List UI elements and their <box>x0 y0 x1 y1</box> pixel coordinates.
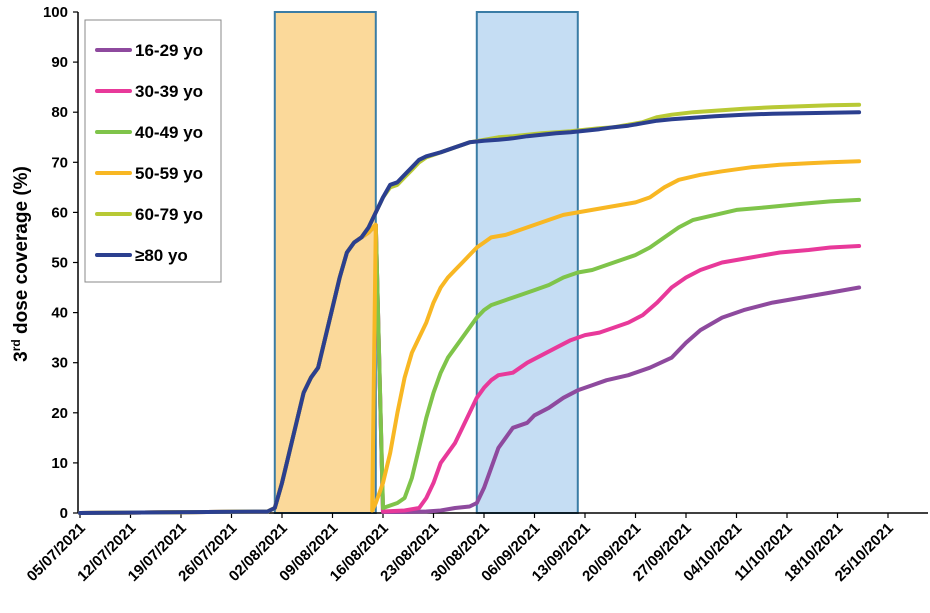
y-axis-label-sup: rd <box>9 339 23 351</box>
y-axis-label-rest: dose coverage (%) <box>11 166 32 339</box>
x-tick-labels: 05/07/202112/07/202119/07/202126/07/2021… <box>24 520 897 585</box>
y-tick-label: 70 <box>51 154 68 171</box>
y-tick-label: 0 <box>60 505 68 522</box>
legend-box <box>84 19 222 283</box>
y-tick-label: 20 <box>51 405 68 422</box>
shaded-region-1 <box>273 11 377 514</box>
legend: 16-29 yo 30-39 yo 40-49 yo 50-59 yo 60-79 yo… <box>84 19 222 283</box>
series-line-6 <box>78 110 862 515</box>
y-tick-label: 40 <box>51 305 68 322</box>
legend-label: 50-59 yo <box>135 164 203 183</box>
y-axis-label-main: 3 <box>11 351 32 362</box>
y-axis-label: 3rd dose coverage (%) <box>9 166 32 362</box>
y-tick-label: 60 <box>51 204 68 221</box>
y-tick-label: 90 <box>51 54 68 71</box>
y-tick-label: 10 <box>51 455 68 472</box>
legend-label: 16-29 yo <box>135 41 203 60</box>
y-tick-labels: 0 10 20 30 40 50 60 70 80 90 100 <box>43 4 68 522</box>
y-tick-label: 80 <box>51 104 68 121</box>
legend-label: 30-39 yo <box>135 82 203 101</box>
legend-label: 40-49 yo <box>135 123 203 142</box>
shaded-region-2 <box>475 11 579 514</box>
legend-label: 60-79 yo <box>135 205 203 224</box>
series-lines <box>78 102 862 515</box>
y-tick-label: 50 <box>51 255 68 272</box>
legend-label: ≥80 yo <box>135 246 188 265</box>
y-tick-label: 100 <box>43 4 68 21</box>
y-tick-label: 30 <box>51 355 68 372</box>
shaded-periods <box>273 11 579 514</box>
